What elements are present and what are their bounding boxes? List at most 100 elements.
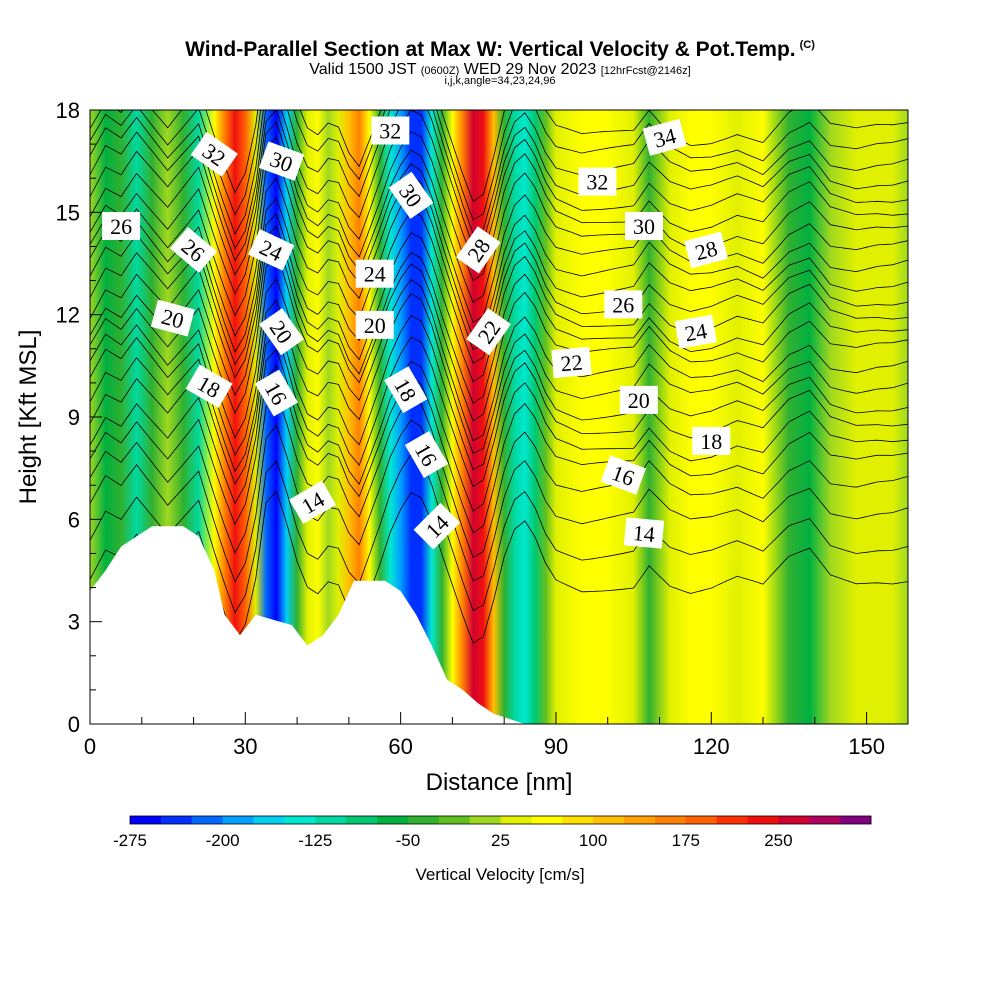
x-tick-label: 0 — [84, 734, 96, 759]
colorbar-tick-label: 100 — [579, 831, 607, 850]
contour-label-box — [404, 431, 449, 478]
contour-label-text: 20 — [364, 313, 386, 338]
contour-label-box — [384, 366, 428, 414]
theta-contour — [90, 210, 908, 366]
chart-title: Wind-Parallel Section at Max W: Vertical… — [185, 38, 815, 61]
contour-label: 26 — [604, 290, 643, 319]
contour-label-box — [254, 369, 299, 417]
contour-label-text: 26 — [612, 292, 634, 317]
theta-contour — [90, 364, 908, 534]
contour-label-text: 24 — [683, 318, 709, 346]
contour-label-text: 14 — [632, 520, 656, 547]
contour-label-box — [190, 131, 238, 177]
theta-contour — [90, 110, 908, 221]
contour-label-box — [185, 364, 233, 408]
y-tick-label: 12 — [56, 303, 80, 328]
contour-label-box — [102, 212, 141, 240]
contour-label: 30 — [258, 141, 305, 181]
terrain-mask — [90, 526, 908, 724]
contour-label: 26 — [102, 212, 141, 240]
colorbar-tick-label: 250 — [764, 831, 792, 850]
contour-label-text: 30 — [633, 214, 655, 239]
y-axis-label: Height [Kft MSL] — [15, 330, 42, 505]
contour-label-box — [674, 314, 717, 349]
theta-contour — [90, 348, 908, 512]
colorbar-bin — [562, 816, 594, 824]
contour-label: 18 — [692, 426, 731, 455]
contour-label: 20 — [355, 310, 394, 339]
contour-label-text: 32 — [379, 119, 401, 144]
contour-label-box — [388, 171, 434, 219]
contour-label-box — [289, 480, 337, 524]
contour-label-text: 20 — [628, 388, 650, 413]
contour-label-text: 18 — [700, 429, 722, 454]
chart-indices: i,j,k,angle=34,23,24,96 — [444, 75, 556, 87]
x-axis: 0 30 60 90 120 150 — [84, 712, 885, 759]
colorbar-bin — [469, 816, 501, 824]
colorbar-bin — [593, 816, 625, 824]
contour-label-box — [600, 455, 646, 495]
y-tick-label: 18 — [56, 98, 80, 123]
theta-contour — [90, 110, 908, 235]
colorbar-bin — [377, 816, 409, 824]
colorbar-bin — [685, 816, 717, 824]
contour-label-box — [259, 308, 304, 356]
theta-contour — [90, 190, 908, 353]
contour-label: 30 — [625, 212, 663, 240]
colorbar-label: Vertical Velocity [cm/s] — [415, 865, 584, 884]
colorbar-bin — [284, 816, 316, 824]
contour-label: 32 — [578, 167, 617, 196]
contour-label: 24 — [674, 314, 717, 349]
colorbar-tick-label: -275 — [113, 831, 147, 850]
colorbar-frame — [129, 815, 872, 825]
theta-contour — [90, 332, 908, 488]
chart-subtitle: Valid 1500 JST (0600Z) WED 29 Nov 2023 [… — [309, 61, 691, 78]
x-tick-label: 150 — [848, 734, 885, 759]
contour-label-text: 24 — [364, 262, 386, 287]
contour-label-box — [355, 310, 394, 339]
x-tick-label: 120 — [693, 734, 730, 759]
copyright-mark: (C) — [799, 39, 815, 51]
y-axis: 0 3 6 9 12 15 18 — [56, 98, 102, 737]
y-tick-label: 3 — [68, 610, 80, 635]
colorbar-tick-label: -50 — [396, 831, 421, 850]
colorbar-bin — [654, 816, 687, 824]
contour-label-box — [684, 231, 729, 269]
contour-label: 34 — [642, 118, 687, 156]
contour-label: 32 — [371, 116, 410, 145]
contour-label-box — [150, 299, 195, 337]
colorbar-tick-label: 25 — [491, 831, 510, 850]
contour-label-box — [248, 229, 295, 271]
contour-label-text: 26 — [110, 214, 132, 239]
contour-label-box — [466, 308, 511, 356]
theta-contour — [90, 175, 908, 338]
theta-contour — [90, 278, 908, 442]
colorbar-bin — [191, 816, 223, 824]
colorbar-bin — [253, 816, 285, 824]
x-tick-label: 60 — [388, 734, 412, 759]
contour-label: 14 — [623, 517, 665, 549]
contour-label-box — [625, 212, 663, 240]
x-tick-label: 90 — [544, 734, 568, 759]
contour-label: 20 — [619, 385, 658, 414]
colorbar-bin — [500, 816, 532, 824]
colorbar-bin — [809, 816, 841, 824]
contour-label-box — [371, 116, 410, 145]
colorbar-bin — [222, 816, 254, 824]
contour-label-box — [258, 141, 305, 181]
colorbar-bin — [840, 816, 872, 824]
colorbar-bin — [407, 816, 440, 824]
colorbar-bin — [624, 816, 656, 824]
contour-label-box — [692, 426, 731, 455]
contour-label-box — [578, 167, 617, 196]
theta-contour — [90, 453, 908, 614]
colorbar-tick-label: 175 — [672, 831, 700, 850]
colorbar-bin — [531, 816, 563, 824]
x-tick-label: 30 — [233, 734, 257, 759]
y-tick-label: 15 — [56, 200, 80, 225]
theta-contour — [90, 110, 908, 202]
contour-label-box — [623, 517, 665, 549]
theta-contour — [90, 110, 908, 250]
x-axis-label: Distance [nm] — [426, 769, 573, 796]
